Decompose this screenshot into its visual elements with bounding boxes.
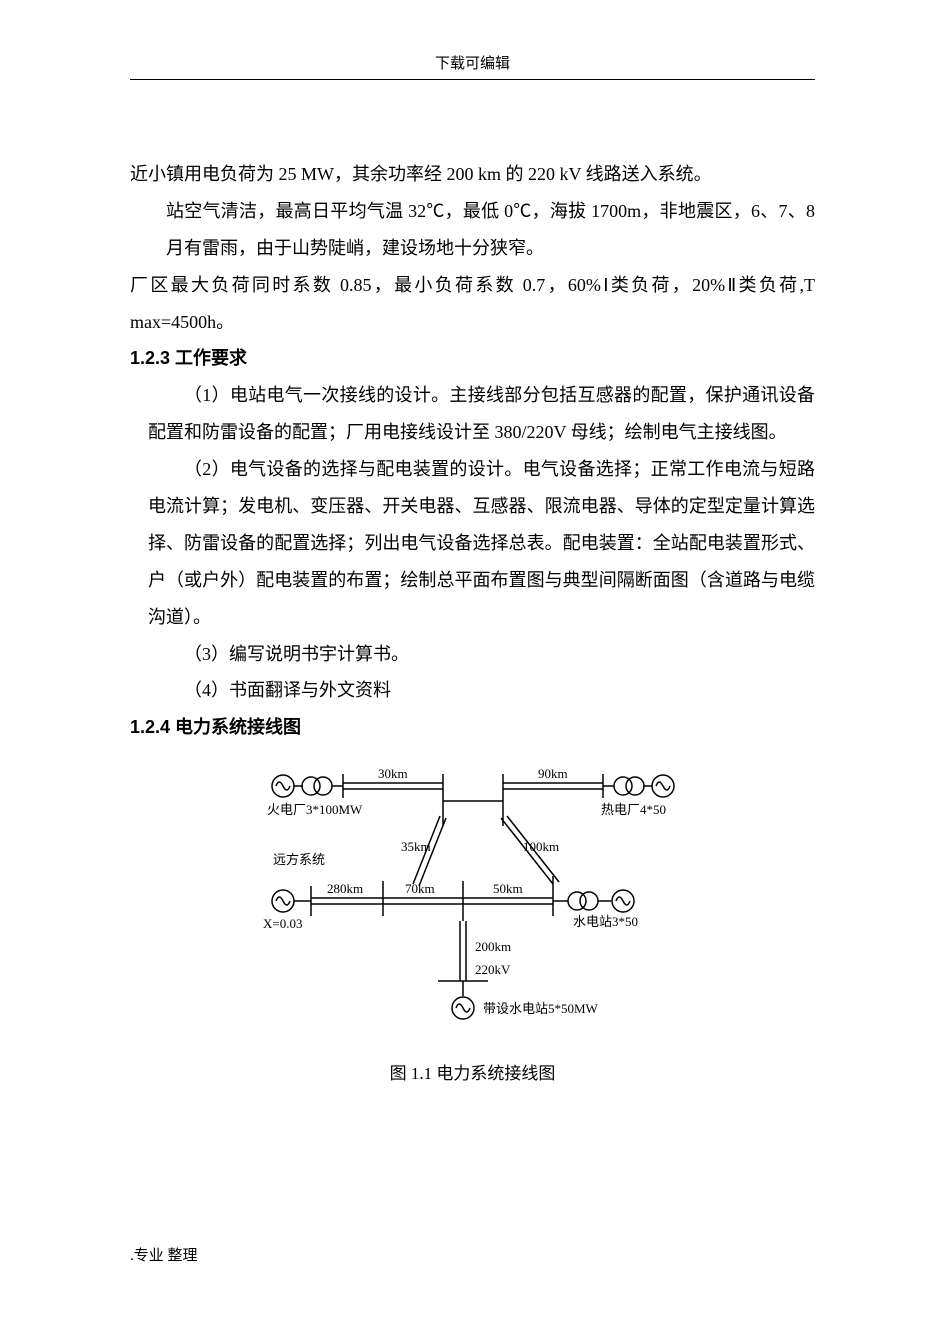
label-35km: 35km — [401, 839, 431, 854]
label-220kv: 220kV — [475, 962, 511, 977]
paragraph: （1）电站电气一次接线的设计。主接线部分包括互感器的配置，保护通讯设备配置和防雷… — [130, 377, 815, 451]
page-footer: .专业 整理 — [130, 1244, 198, 1265]
paragraph: （4）书面翻译与外文资料 — [130, 672, 815, 709]
header-rule — [130, 79, 815, 80]
label-100km: 100km — [523, 839, 559, 854]
label-fire-plant: 火电厂3*100MW — [267, 802, 363, 817]
label-90km: 90km — [538, 766, 568, 781]
label-30km: 30km — [378, 766, 408, 781]
label-design-plant: 带设水电站5*50MW — [483, 1001, 599, 1016]
label-x: X=0.03 — [263, 916, 302, 931]
page-header: 下载可编辑 — [130, 0, 815, 79]
heading-wiring-diagram: 1.2.4 电力系统接线图 — [130, 709, 815, 746]
paragraph: 近小镇用电负荷为 25 MW，其余功率经 200 km 的 220 kV 线路送… — [130, 156, 815, 193]
label-50km: 50km — [493, 881, 523, 896]
paragraph: （3）编写说明书宇计算书。 — [130, 636, 815, 673]
document-body: 近小镇用电负荷为 25 MW，其余功率经 200 km 的 220 kV 线路送… — [130, 156, 815, 1092]
header-title: 下载可编辑 — [435, 56, 510, 72]
paragraph: （2）电气设备的选择与配电装置的设计。电气设备选择；正常工作电流与短路电流计算；… — [130, 451, 815, 635]
label-200km: 200km — [475, 939, 511, 954]
wiring-diagram-svg: 火电厂3*100MW 30km 热电厂4*50 90km — [253, 756, 693, 1036]
paragraph: 厂区最大负荷同时系数 0.85，最小负荷系数 0.7，60%Ⅰ类负荷，20%Ⅱ类… — [130, 267, 815, 341]
footer-text: .专业 整理 — [130, 1248, 198, 1264]
paragraph: 站空气清洁，最高日平均气温 32℃，最低 0℃，海拔 1700m，非地震区，6、… — [130, 193, 815, 267]
figure-caption: 图 1.1 电力系统接线图 — [130, 1057, 815, 1092]
label-70km: 70km — [405, 881, 435, 896]
label-hydro-plant: 水电站3*50 — [573, 914, 638, 929]
label-remote-system: 远方系统 — [273, 852, 325, 867]
wiring-diagram: 火电厂3*100MW 30km 热电厂4*50 90km — [130, 756, 815, 1049]
heading-work-requirements: 1.2.3 工作要求 — [130, 340, 815, 377]
label-280km: 280km — [327, 881, 363, 896]
page: 下载可编辑 近小镇用电负荷为 25 MW，其余功率经 200 km 的 220 … — [0, 0, 945, 1337]
label-heat-plant: 热电厂4*50 — [601, 802, 666, 817]
